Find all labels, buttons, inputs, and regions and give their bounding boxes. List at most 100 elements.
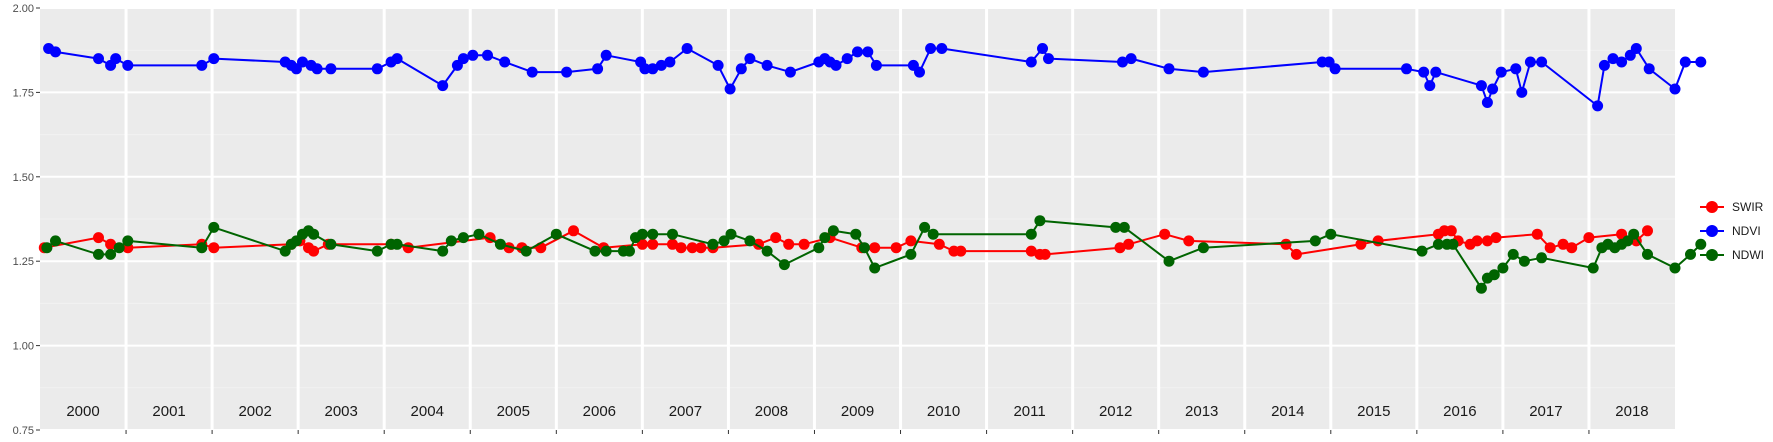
year-label: 2007 [669,403,702,420]
legend-entry-swir: SWIR [1700,200,1764,214]
y-tick-label: 1.00 [13,341,34,353]
year-label: 2006 [583,403,616,420]
data-point-swir [933,238,945,250]
data-point-ndwi [50,235,61,247]
legend-swir-label: SWIR [1732,200,1764,214]
data-point-ndvi [862,46,874,58]
data-point-ndwi [1118,221,1130,233]
year-label: 2015 [1357,403,1390,420]
data-point-ndvi [1025,56,1037,68]
data-point-ndwi [105,248,117,260]
legend: SWIR NDVI NDWI [1700,200,1764,262]
data-point-ndwi [927,228,939,240]
data-point-ndvi [1117,56,1128,68]
data-point-ndvi [936,43,948,54]
y-tick-label: 1.75 [13,87,34,99]
data-point-swir [1114,242,1126,254]
data-point-ndvi [925,43,937,54]
data-point-ndvi [561,66,573,78]
data-point-ndwi [1497,262,1509,274]
data-point-ndwi [113,242,125,254]
data-point-ndwi [93,248,104,260]
year-label: 2003 [324,403,357,420]
data-point-ndwi [1416,245,1428,257]
data-point-swir [1557,238,1569,250]
data-point-ndvi [1430,66,1442,78]
data-point-ndwi [1488,269,1500,281]
data-point-ndvi [1401,63,1412,75]
data-point-swir [1531,228,1543,240]
y-tick-label: 0.75 [13,425,34,437]
data-point-swir [695,242,707,254]
data-point-ndvi [1616,56,1628,68]
data-point-ndwi [208,221,220,233]
data-point-swir [905,235,917,247]
data-point-ndvi [841,53,853,65]
data-point-ndwi [308,228,320,240]
data-point-ndwi [667,228,678,240]
data-point-ndvi [1607,53,1619,65]
data-point-ndwi [858,242,870,254]
year-label: 2011 [1013,403,1045,420]
data-point-swir [1490,232,1502,244]
year-label: 2016 [1443,403,1476,420]
data-point-ndwi [1025,228,1037,240]
data-point-ndwi [1536,252,1548,264]
data-point-ndwi [1432,238,1444,250]
data-point-ndvi [1679,56,1691,68]
data-point-ndwi [1325,228,1337,240]
year-label: 2001 [152,403,185,420]
year-label: 2000 [66,403,99,420]
data-point-ndvi [1475,80,1487,92]
data-point-ndvi [784,66,796,78]
data-point-ndwi [1507,248,1519,260]
data-point-ndvi [681,43,693,54]
data-point-ndvi [196,59,208,71]
data-point-ndwi [778,259,790,271]
data-point-ndwi [1110,221,1122,233]
data-point-swir [1372,235,1384,247]
year-label: 2017 [1529,403,1562,420]
data-point-ndwi [813,242,825,254]
data-point-ndwi [647,228,659,240]
year-label: 2013 [1185,403,1218,420]
data-point-swir [636,238,648,250]
data-point-swir [208,242,220,254]
data-point-ndwi [457,232,469,244]
data-point-ndvi [371,63,383,75]
data-point-ndwi [869,262,881,274]
data-point-ndvi [1043,53,1054,65]
data-point-ndvi [1495,66,1507,78]
data-point-swir [1159,228,1171,240]
data-point-ndvi [1037,43,1048,54]
data-point-ndvi [761,59,773,71]
data-point-swir [647,238,659,250]
data-point-swir [1183,235,1195,247]
year-label: 2005 [497,403,530,420]
data-point-ndvi [664,56,676,68]
data-point-ndwi [827,225,839,237]
data-point-ndvi [50,46,61,58]
data-point-swir [675,242,687,254]
series-ndvi [43,43,1707,112]
data-point-ndwi [520,245,532,257]
data-point-swir [783,238,795,250]
data-point-ndvi [592,63,604,75]
legend-ndwi-point [1706,249,1718,261]
y-tick-label: 2.00 [13,3,34,15]
data-point-ndwi [600,245,612,257]
data-point-swir [1290,248,1302,260]
data-point-ndvi [1524,56,1536,68]
year-label: 2009 [841,403,874,420]
data-point-swir [686,242,698,254]
data-point-ndvi [712,59,724,71]
data-point-swir [890,242,902,254]
data-point-ndvi [647,63,659,75]
data-point-swir [1566,242,1578,254]
data-point-ndwi [371,245,383,257]
data-point-swir [1481,235,1493,247]
data-point-swir [1445,225,1457,237]
data-point-ndwi [1447,238,1459,250]
data-point-swir [1544,242,1556,254]
